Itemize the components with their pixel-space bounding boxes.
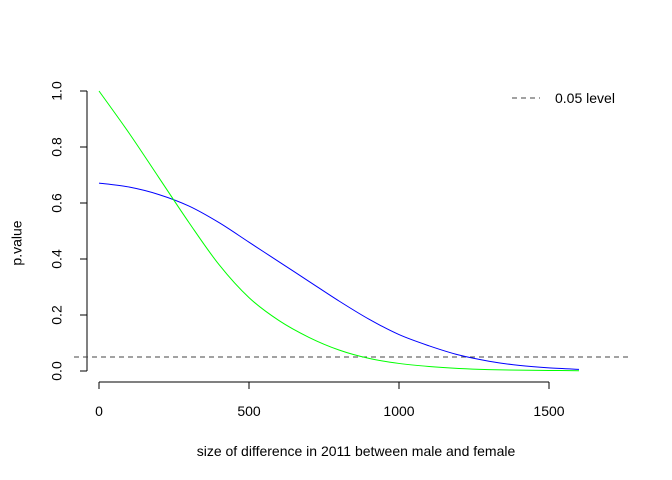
legend: 0.05 level: [512, 90, 615, 106]
x-axis: 0 500 1000 1500: [95, 381, 565, 419]
y-tick-label: 0.8: [49, 137, 65, 157]
series-layer: [98, 90, 580, 372]
y-tick-label: 0.4: [49, 249, 65, 269]
x-tick-label: 1500: [533, 403, 564, 419]
series-line-2: [98, 90, 580, 372]
legend-label: 0.05 level: [555, 90, 615, 106]
series-line-1: [98, 182, 580, 370]
y-tick-label: 0.0: [49, 361, 65, 381]
x-axis-title: size of difference in 2011 between male …: [197, 443, 516, 459]
y-tick-label: 0.6: [49, 193, 65, 213]
y-axis: 0.0 0.2 0.4 0.6 0.8 1.0: [49, 81, 88, 381]
x-tick-label: 0: [95, 403, 103, 419]
x-tick-label: 500: [237, 403, 261, 419]
x-tick-label: 1000: [383, 403, 414, 419]
y-tick-label: 1.0: [49, 81, 65, 101]
y-axis-title: p.value: [9, 220, 25, 265]
y-tick-label: 0.2: [49, 305, 65, 325]
